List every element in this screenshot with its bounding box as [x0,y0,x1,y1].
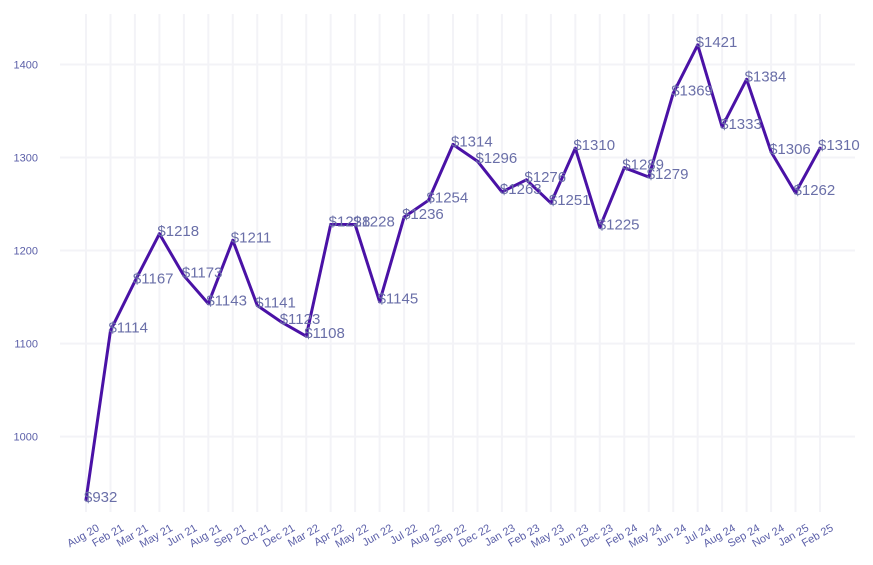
data-label: $1279 [647,166,689,183]
y-tick-label: 1200 [14,246,38,258]
data-point [696,43,700,47]
data-point [304,334,308,338]
data-point [255,303,259,307]
data-point [329,223,333,227]
data-label: $1310 [818,137,860,154]
data-label: $1254 [427,189,469,206]
data-label: $1143 [206,293,247,310]
data-label: $932 [84,489,117,506]
data-point [451,142,455,146]
data-label: $1211 [231,229,272,246]
data-point [524,178,528,182]
data-point [598,225,602,229]
data-label: $1333 [720,116,762,133]
data-point [231,238,235,242]
data-label: $1167 [133,270,174,287]
data-point [427,198,431,202]
data-point [745,77,749,81]
data-label: $1114 [108,320,148,337]
y-tick-label: 1000 [14,432,38,444]
data-point [622,166,626,170]
data-label: $1228 [353,214,395,231]
data-point [84,498,88,502]
series-line-group [84,43,822,502]
data-point [720,125,724,129]
data-point [157,232,161,236]
data-point [108,329,112,333]
data-point [182,274,186,278]
gridlines [60,14,855,512]
data-point [353,223,357,227]
data-point [378,300,382,304]
data-label: $1108 [304,325,345,342]
data-label: $1218 [157,223,199,240]
data-label: $1225 [598,216,640,233]
data-point [794,191,798,195]
data-label: $1314 [451,133,493,150]
data-point [280,320,284,324]
data-label: $1276 [524,169,566,186]
data-label: $1145 [378,291,419,308]
data-point [402,215,406,219]
data-label: $1263 [500,181,542,198]
data-label: $1310 [573,137,615,154]
data-point [206,302,210,306]
y-tick-label: 1100 [14,339,38,351]
data-point [647,175,651,179]
data-point [500,190,504,194]
data-point [475,159,479,163]
data-label: $1173 [182,265,223,282]
data-label: $1384 [745,68,787,85]
data-label: $1421 [696,34,738,51]
data-point [818,146,822,150]
data-point [133,279,137,283]
data-label: $1141 [255,294,296,311]
data-label: $1236 [402,206,444,223]
y-tick-label: 1400 [14,59,38,71]
data-point [671,91,675,95]
data-point [549,201,553,205]
data-labels: $932$1114$1167$1218$1173$1143$1211$1141$… [84,34,860,506]
data-label: $1289 [622,157,664,174]
data-label: $1369 [671,82,713,99]
data-label: $1251 [549,192,591,209]
data-label: $1296 [475,150,517,167]
data-point [769,150,773,154]
y-axis-ticks: 1000 1100 1200 1300 1400 [14,59,38,443]
y-tick-label: 1300 [14,153,38,165]
data-label: $1262 [794,182,836,199]
data-point [573,146,577,150]
data-label: $1228 [329,214,371,231]
data-label: $1123 [280,311,321,328]
data-label: $1306 [769,141,811,158]
